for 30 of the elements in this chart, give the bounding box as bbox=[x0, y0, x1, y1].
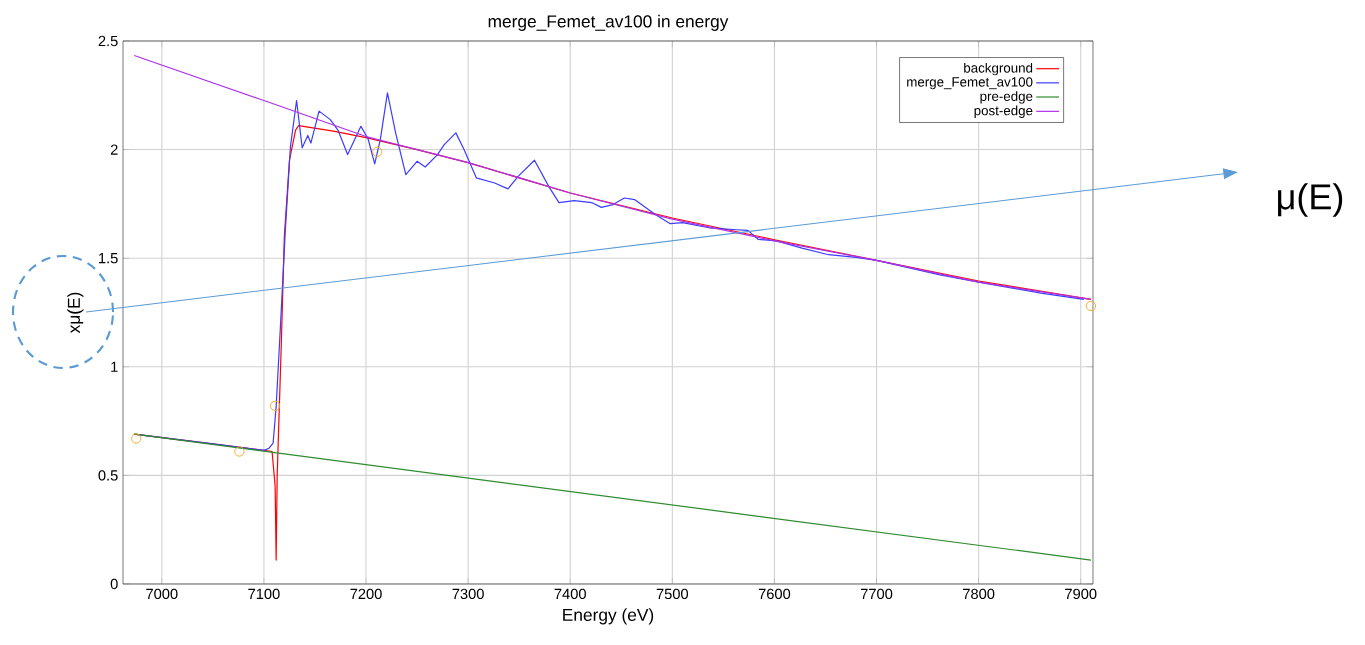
point bbox=[1085, 300, 1097, 312]
x-tick-label: 7500 bbox=[656, 588, 689, 600]
legend-label: pre-edge bbox=[980, 91, 1033, 104]
x-axis-title: Energy (eV) bbox=[563, 608, 654, 625]
x-tick-label: 7600 bbox=[758, 588, 791, 600]
legend-label: background bbox=[964, 62, 1033, 76]
x-tick-label: 7200 bbox=[350, 588, 382, 600]
y-tick-label: 1 bbox=[111, 361, 118, 372]
y-tick-label: 1.5 bbox=[99, 253, 118, 264]
y-axis-title: xμ(E) bbox=[67, 292, 84, 334]
x-tick-label: 7900 bbox=[1065, 588, 1097, 600]
legend-label: post-edge bbox=[974, 105, 1033, 118]
point bbox=[372, 146, 383, 157]
y-tick-label: 0.5 bbox=[98, 470, 118, 481]
legend-label: merge_Femet_av100 bbox=[907, 77, 1033, 90]
text: μ(E) bbox=[1278, 183, 1343, 217]
point bbox=[270, 400, 281, 412]
y-tick-label: 0 bbox=[110, 578, 118, 590]
y-tick-label: 2.5 bbox=[98, 35, 118, 47]
y-tick-label: 2 bbox=[110, 144, 118, 155]
x-tick-label: 7300 bbox=[452, 588, 484, 600]
point bbox=[234, 446, 245, 457]
x-tick-label: 7400 bbox=[554, 588, 586, 600]
x-tick-label: 7100 bbox=[248, 588, 280, 600]
x-tick-label: 7800 bbox=[963, 588, 995, 600]
x-tick-label: 7000 bbox=[146, 588, 178, 600]
x-tick-label: 7700 bbox=[860, 588, 893, 600]
chart-title: merge_Femet_av100 in energy bbox=[488, 14, 729, 31]
point bbox=[131, 433, 142, 444]
line-series bbox=[133, 54, 1092, 301]
